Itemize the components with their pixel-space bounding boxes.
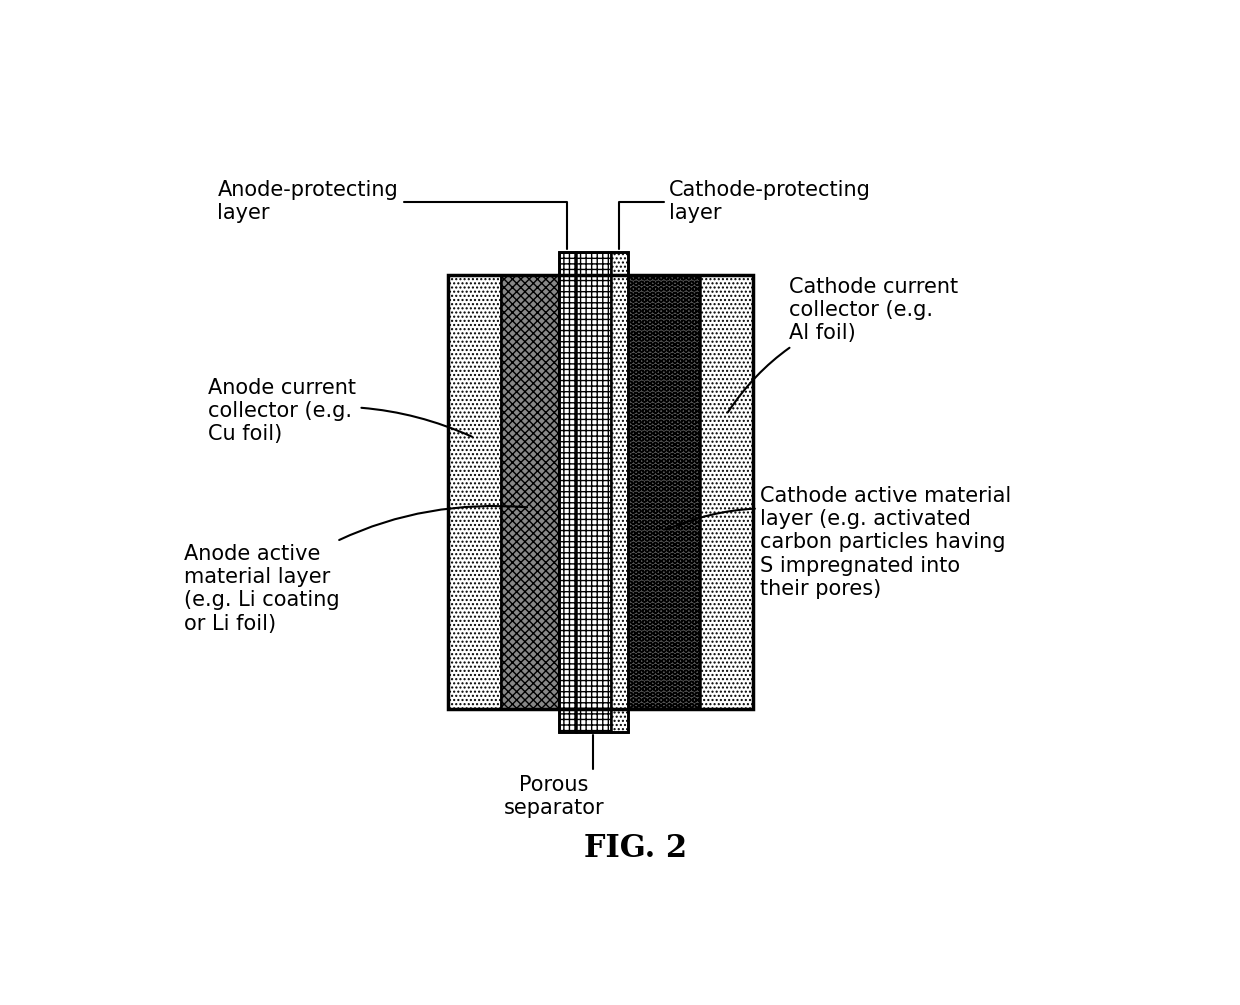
Bar [558, 252, 575, 732]
Bar [558, 252, 627, 732]
Text: Anode-protecting
layer: Anode-protecting layer [217, 180, 567, 249]
Text: Anode active
material layer
(e.g. Li coating
or Li foil): Anode active material layer (e.g. Li coa… [184, 506, 527, 633]
Bar [575, 252, 610, 732]
Bar [448, 275, 501, 709]
Bar [501, 275, 558, 709]
Text: Porous
separator: Porous separator [503, 735, 604, 818]
Text: Cathode current
collector (e.g.
Al foil): Cathode current collector (e.g. Al foil) [728, 277, 959, 412]
Bar [610, 252, 627, 732]
Bar [448, 275, 753, 709]
Text: Anode current
collector (e.g.
Cu foil): Anode current collector (e.g. Cu foil) [208, 378, 472, 444]
Bar [627, 275, 699, 709]
Bar [699, 275, 753, 709]
Text: Cathode active material
layer (e.g. activated
carbon particles having
S impregna: Cathode active material layer (e.g. acti… [666, 486, 1012, 599]
Text: Cathode-protecting
layer: Cathode-protecting layer [619, 180, 870, 249]
Text: FIG. 2: FIG. 2 [584, 832, 687, 863]
